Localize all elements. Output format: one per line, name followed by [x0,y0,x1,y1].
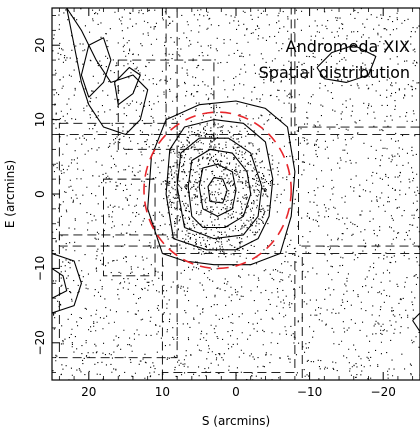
y-tick-label: −10 [33,256,47,281]
density-contour-line [187,148,252,229]
density-contours [52,8,420,333]
survey-field-outlines [52,8,420,380]
y-tick-label: 10 [33,112,47,127]
density-contour-line [52,252,82,314]
half-light-radius-ellipse [143,111,292,270]
density-contour-line [165,119,274,251]
x-axis-ticks: 20 10 0 −10 −20 [58,8,414,399]
field-outline [52,8,178,135]
density-contour-line [114,66,141,106]
y-axis-ticks: 20 10 0 −10 −20 [33,15,60,373]
y-tick-label: 20 [33,38,47,53]
y-tick-label: 0 [33,190,47,198]
density-contour-line [316,44,377,83]
field-outline [161,253,296,374]
x-tick-label: −10 [297,385,322,399]
x-tick-label: 20 [81,385,96,399]
half-light-ellipse [143,111,292,270]
density-contour-line [52,267,68,299]
field-outline [58,234,178,359]
x-axis-label: S (arcmins) [202,414,270,428]
x-tick-label: 0 [232,385,240,399]
field-outline [103,178,156,277]
x-tick-label: 10 [155,385,170,399]
field-outline [301,253,420,380]
field-outline [298,126,420,247]
density-contour-line [412,312,420,333]
chart-title-line-1: Andromeda XIX [286,37,410,56]
chart-title-line-2: Spatial distribution [259,63,410,82]
density-contour-line [147,100,296,266]
density-contour-line [66,8,149,136]
y-tick-label: −20 [33,330,47,355]
density-contour-line [198,163,237,217]
density-contour-line [207,177,228,204]
density-contour-line [176,137,263,240]
density-contour-line [80,37,112,98]
x-tick-label: −20 [371,385,396,399]
y-axis-label: E (arcmins) [3,160,17,228]
field-outline [58,122,178,247]
